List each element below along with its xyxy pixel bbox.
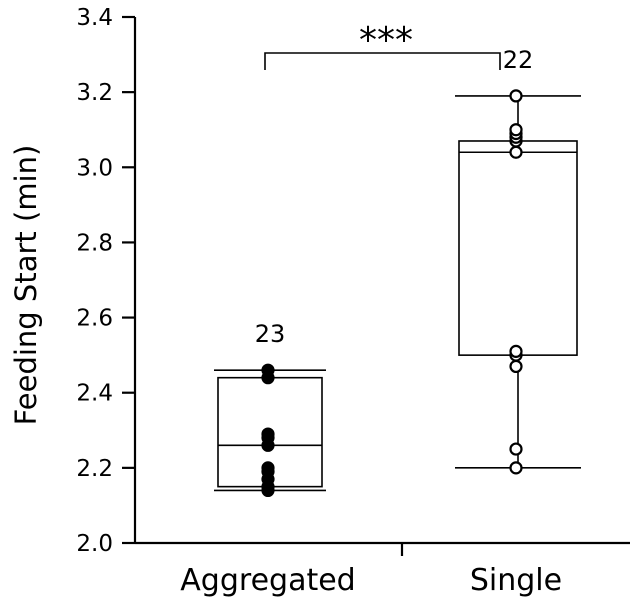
y-tick-label: 2.0 bbox=[76, 531, 113, 557]
data-point-aggregated bbox=[261, 363, 275, 377]
x-axis bbox=[135, 541, 630, 556]
data-point-single bbox=[509, 359, 523, 374]
y-tick-label: 3.2 bbox=[76, 80, 113, 106]
data-point-single bbox=[509, 442, 523, 456]
data-point-layer bbox=[261, 89, 523, 497]
plot-area: 2.0 2.2 2.4 2.6 2.8 3.0 3.2 3.4 Feeding Start (… bbox=[9, 5, 630, 598]
y-tick-label: 2.6 bbox=[76, 306, 113, 332]
data-point-single bbox=[509, 89, 523, 103]
n-label-aggregated: 23 bbox=[255, 320, 286, 348]
category-label-aggregated: Aggregated bbox=[180, 563, 355, 598]
data-point-single bbox=[509, 145, 523, 159]
significance-stars: *** bbox=[359, 20, 413, 61]
data-point-aggregated bbox=[261, 461, 275, 475]
n-label-single: 22 bbox=[503, 46, 534, 74]
y-axis: 2.0 2.2 2.4 2.6 2.8 3.0 3.2 3.4 bbox=[76, 5, 137, 557]
category-label-single: Single bbox=[470, 563, 562, 598]
data-point-single bbox=[509, 461, 523, 475]
y-tick-label: 3.0 bbox=[76, 155, 113, 181]
data-point-single bbox=[509, 344, 523, 358]
y-tick-label: 3.4 bbox=[76, 5, 113, 31]
data-point-aggregated bbox=[261, 427, 275, 441]
label-layer: 23 Aggregated 22 Single bbox=[180, 46, 562, 598]
significance-bracket-group: *** bbox=[264, 20, 501, 70]
y-tick-label: 2.2 bbox=[76, 456, 113, 482]
y-tick-label: 2.4 bbox=[76, 381, 113, 407]
y-tick-label: 2.8 bbox=[76, 230, 113, 256]
significance-bracket bbox=[264, 52, 501, 70]
data-point-single bbox=[509, 123, 523, 137]
y-axis-title: Feeding Start (min) bbox=[9, 145, 43, 426]
box-single bbox=[458, 140, 578, 356]
